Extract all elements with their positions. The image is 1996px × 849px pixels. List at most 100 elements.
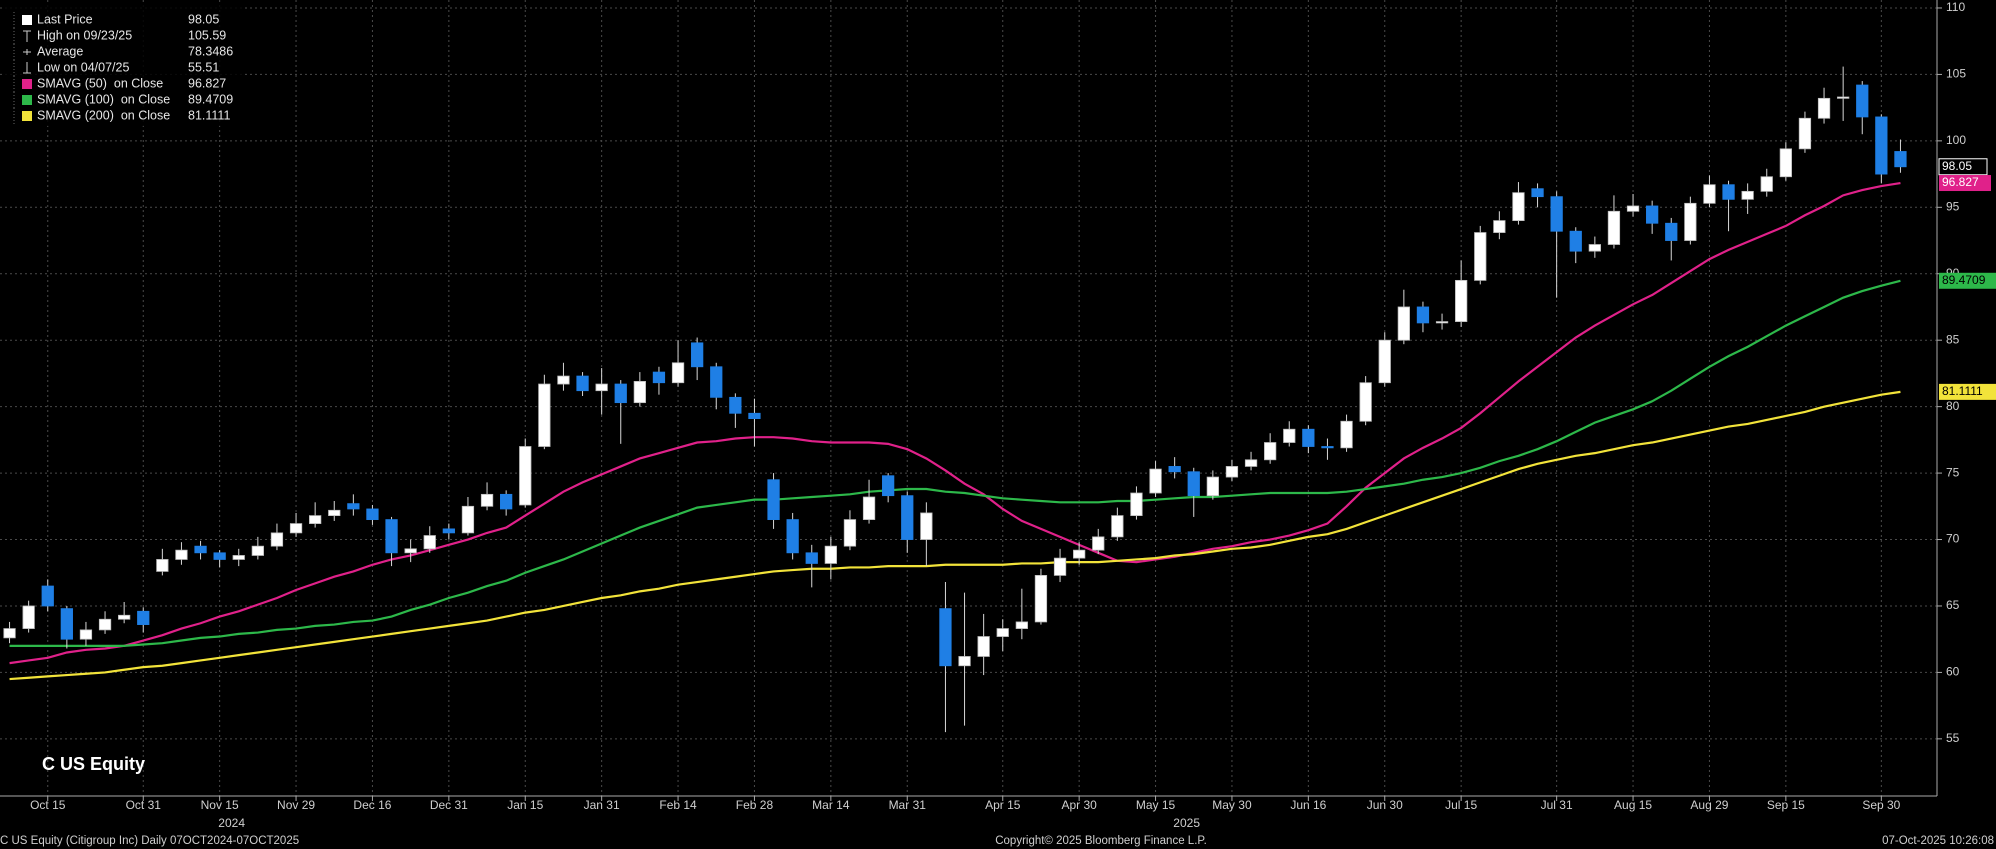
- candle-body: [309, 515, 322, 524]
- footer-left: C US Equity (Citigroup Inc) Daily 07OCT2…: [0, 835, 299, 847]
- legend-label: SMAVG (200) on Close: [37, 108, 170, 122]
- candle-body: [1435, 321, 1449, 324]
- x-tick-label: May 15: [1136, 798, 1176, 812]
- candle-body: [1302, 428, 1315, 447]
- legend-label: High on 09/23/25: [37, 28, 132, 42]
- y-tick-label: 70: [1946, 532, 1960, 546]
- candle-body: [1168, 466, 1181, 473]
- candle-body: [137, 610, 150, 625]
- sma-line: [9, 181, 1901, 665]
- candle-body: [1130, 492, 1143, 517]
- x-tick-label: Jul 15: [1445, 798, 1477, 812]
- candle-body: [1798, 117, 1812, 150]
- candle-body: [232, 555, 245, 560]
- legend-swatch: [22, 111, 32, 121]
- candle-body: [1053, 557, 1067, 576]
- legend-label: Last Price: [37, 12, 93, 26]
- candle-body: [60, 608, 73, 640]
- candle-body: [1015, 621, 1028, 629]
- candle-body: [1550, 196, 1563, 232]
- candle-body: [920, 512, 933, 540]
- candle-body: [3, 628, 16, 639]
- candle-body: [1760, 176, 1773, 192]
- y-tick-label: 65: [1946, 598, 1960, 612]
- x-tick-label: Sep 30: [1862, 798, 1900, 812]
- candle-body: [939, 608, 952, 667]
- candle-body: [1837, 96, 1850, 99]
- legend-label: SMAVG (100) on Close: [37, 92, 170, 106]
- candle-body: [480, 493, 494, 507]
- candle-body: [1149, 468, 1162, 494]
- candle-body: [614, 383, 627, 404]
- y-tick-label: 95: [1946, 199, 1960, 213]
- candle-body: [652, 371, 666, 384]
- candle-body: [347, 503, 360, 510]
- x-tick-label: Sep 15: [1767, 798, 1805, 812]
- candle-body: [1646, 205, 1659, 224]
- value-tag-label: 96.827: [1942, 175, 1979, 189]
- candle-body: [270, 532, 284, 547]
- x-tick-label: Oct 31: [126, 798, 162, 812]
- candle-body: [22, 605, 35, 629]
- candle-body: [1034, 575, 1048, 623]
- candle-body: [1283, 428, 1296, 443]
- candle-body: [538, 383, 551, 447]
- candle-body: [1378, 339, 1391, 384]
- y-tick-label: 110: [1946, 0, 1965, 14]
- legend-value: 81.1111: [188, 108, 230, 122]
- candle-body: [843, 519, 857, 547]
- legend-value: 89.4709: [188, 92, 233, 106]
- x-tick-label: Dec 31: [430, 798, 468, 812]
- candle-body: [1741, 190, 1754, 200]
- footer-center: Copyright© 2025 Bloomberg Finance L.P.: [995, 835, 1207, 847]
- y-tick-label: 75: [1946, 465, 1960, 479]
- candle-body: [882, 475, 895, 497]
- candle-body: [767, 479, 780, 520]
- candle-body: [1665, 222, 1678, 241]
- candle-body: [595, 383, 608, 392]
- candle-body: [977, 636, 990, 657]
- legend-swatch: [22, 95, 32, 105]
- sma-line: [9, 390, 1901, 681]
- y-tick-label: 80: [1946, 399, 1960, 413]
- candle-body: [366, 508, 379, 520]
- candle-body: [404, 548, 417, 554]
- candle-body: [1455, 279, 1468, 322]
- legend-value: 98.05: [188, 12, 219, 26]
- candle-body: [1875, 116, 1888, 175]
- candle-body: [1779, 148, 1792, 178]
- candle-body: [519, 446, 532, 506]
- candle-body: [1092, 536, 1105, 551]
- candle-body: [1111, 515, 1124, 538]
- candle-body: [385, 519, 398, 554]
- candle-body: [710, 366, 723, 398]
- candle-body: [805, 552, 818, 564]
- candle-body: [1321, 446, 1334, 449]
- x-group-label: 2024: [218, 816, 245, 830]
- footer-right: 07-Oct-2025 10:26:08: [1882, 835, 1994, 847]
- candle-body: [1703, 184, 1716, 204]
- value-tag-label: 98.05: [1942, 159, 1972, 173]
- candle-body: [1474, 232, 1487, 281]
- x-tick-label: Jan 15: [507, 798, 543, 812]
- x-tick-label: Oct 15: [30, 798, 66, 812]
- candle-body: [1512, 192, 1525, 221]
- candle-body: [557, 375, 570, 385]
- candle-body: [633, 380, 646, 404]
- candle-body: [901, 495, 914, 540]
- candle-body: [156, 559, 169, 572]
- candle-body: [996, 628, 1009, 637]
- candle-body: [98, 618, 112, 631]
- candle-body: [1206, 476, 1219, 497]
- candle-body: [1225, 466, 1239, 478]
- candle-body: [194, 545, 207, 554]
- candle-body: [251, 545, 264, 556]
- value-tag: [1939, 272, 1996, 289]
- x-tick-label: Jul 31: [1541, 798, 1573, 812]
- candle-body: [1531, 188, 1544, 198]
- x-tick-label: Jan 31: [584, 798, 620, 812]
- value-tag: [1939, 383, 1996, 400]
- value-tag-label: 81.1111: [1942, 384, 1983, 398]
- legend-value: 55.51: [188, 60, 219, 74]
